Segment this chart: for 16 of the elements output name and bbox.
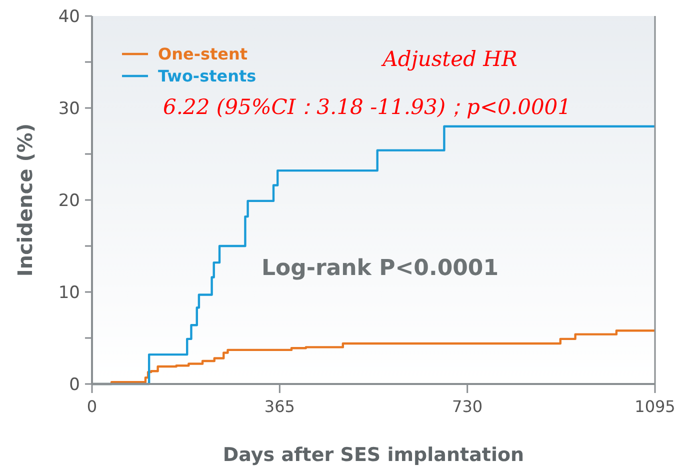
y-tick-label: 40 <box>58 6 80 27</box>
y-tick-label: 0 <box>69 374 80 395</box>
y-tick-label: 30 <box>58 98 80 119</box>
annotation: 6.22 (95%CI：3.18 -11.93)；p<0.0001 <box>163 95 572 119</box>
x-tick-label: 1095 <box>634 397 676 416</box>
legend-label: Two-stents <box>158 66 256 86</box>
annotation: Adjusted HR <box>380 47 518 71</box>
x-tick-label: 0 <box>86 397 98 416</box>
y-tick-label: 20 <box>58 190 80 211</box>
annotation: Log-rank P<0.0001 <box>261 256 499 281</box>
x-tick-label: 365 <box>264 397 295 416</box>
legend-label: One-stent <box>158 44 248 64</box>
x-axis-title: Days after SES implantation <box>222 444 524 466</box>
y-axis-title: Incidence (%) <box>13 123 37 277</box>
x-tick-label: 730 <box>452 397 483 416</box>
y-tick-label: 10 <box>58 282 80 303</box>
